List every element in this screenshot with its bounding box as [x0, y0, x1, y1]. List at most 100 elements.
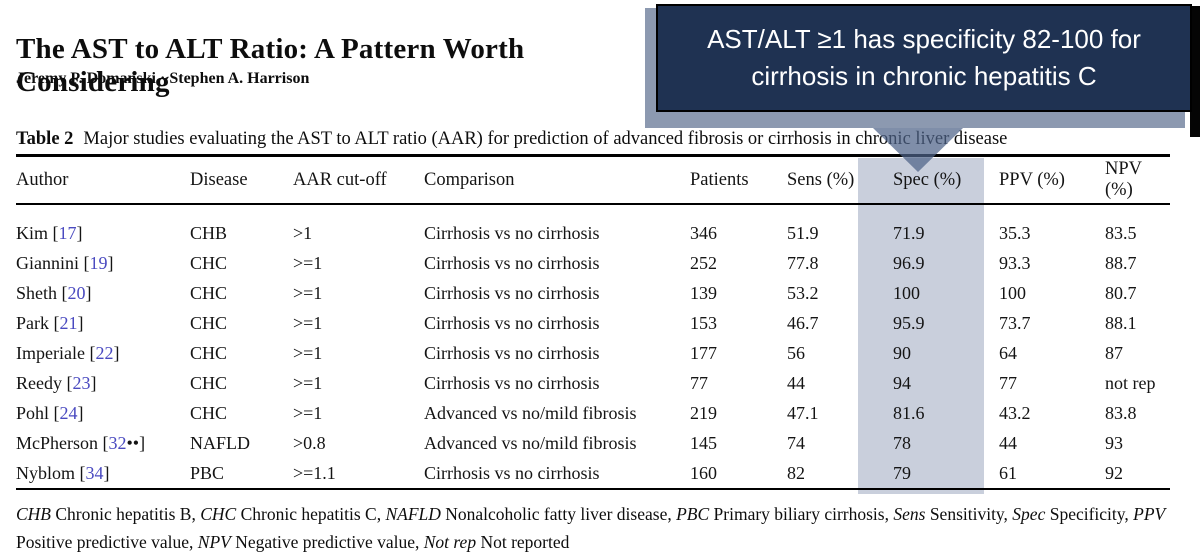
citation-link[interactable]: 34 [85, 462, 104, 483]
column-header-aar-cut-off: AAR cut-off [293, 155, 424, 205]
footnote-abbr-pbc: PBC [676, 504, 710, 524]
citation-link[interactable]: 19 [89, 252, 108, 273]
cell-patients: 153 [690, 312, 717, 333]
footnote-abbr-ppv: PPV [1133, 504, 1166, 524]
cell-aar-cutoff: >=1 [293, 312, 323, 333]
cell-patients: 77 [690, 372, 708, 393]
cell-patients: 139 [690, 282, 717, 303]
cell-disease: CHC [190, 252, 228, 273]
cell-disease: CHC [190, 372, 228, 393]
cell-author: Giannini [19] [16, 252, 114, 273]
cell-spec: 79 [893, 462, 911, 483]
spec-column-highlight [858, 158, 984, 494]
cell-patients: 252 [690, 252, 717, 273]
cell-spec: 90 [893, 342, 911, 363]
cell-npv: 93 [1105, 432, 1123, 453]
cell-disease: CHB [190, 222, 228, 243]
cell-author: Park [21] [16, 312, 84, 333]
cell-aar-cutoff: >=1 [293, 282, 323, 303]
cell-ppv: 64 [999, 342, 1017, 363]
table-caption-text: Major studies evaluating the AST to ALT … [83, 129, 1008, 149]
cell-spec: 78 [893, 432, 911, 453]
study-row-pohl: Pohl [24] CHC >=1 Advanced vs no/mild fibro… [16, 398, 1170, 428]
cell-author: Nyblom [34] [16, 462, 110, 483]
cell-patients: 177 [690, 342, 717, 363]
citation-link[interactable]: 21 [59, 312, 78, 333]
citation-link[interactable]: 32 [108, 432, 127, 453]
cell-author: Pohl [24] [16, 402, 84, 423]
callout-line-1: AST/ALT ≥1 has specificity 82-100 for [707, 24, 1141, 54]
cell-npv: 83.8 [1105, 402, 1137, 423]
cell-aar-cutoff: >=1 [293, 402, 323, 423]
cell-spec: 81.6 [893, 402, 925, 423]
column-header-author: Author [16, 155, 190, 205]
cell-npv: not rep [1105, 372, 1156, 393]
cell-comparison: Cirrhosis vs no cirrhosis [424, 282, 600, 303]
cell-disease: CHC [190, 312, 228, 333]
cell-comparison: Cirrhosis vs no cirrhosis [424, 462, 600, 483]
cell-patients: 346 [690, 222, 717, 243]
callout-shadow [1190, 6, 1200, 137]
cell-npv: 88.7 [1105, 252, 1137, 273]
footnote-abbr-nafld: NAFLD [385, 504, 441, 524]
cell-patients: 160 [690, 462, 717, 483]
paper-title: The AST to ALT Ratio: A Pattern Worth Co… [16, 33, 525, 99]
cell-aar-cutoff: >=1.1 [293, 462, 336, 483]
cell-ppv: 61 [999, 462, 1017, 483]
callout-line-2: cirrhosis in chronic hepatitis C [751, 61, 1097, 91]
cell-comparison: Cirrhosis vs no cirrhosis [424, 222, 600, 243]
cell-comparison: Advanced vs no/mild fibrosis [424, 432, 637, 453]
footnote-abbr-sens: Sens [893, 504, 926, 524]
cell-aar-cutoff: >=1 [293, 372, 323, 393]
cell-sens: 82 [787, 462, 805, 483]
citation-link[interactable]: 22 [95, 342, 114, 363]
callout-pointer-triangle [873, 128, 963, 172]
cell-author: Sheth [20] [16, 282, 92, 303]
studies-table: Author Disease AAR cut-off Comparison Patien… [16, 154, 1170, 490]
citation-link[interactable]: 17 [58, 222, 77, 243]
cell-npv: 88.1 [1105, 312, 1137, 333]
table-caption: Table 2 Major studies evaluating the AST … [16, 129, 1146, 150]
cell-spec: 100 [893, 282, 920, 303]
table-header-row: Author Disease AAR cut-off Comparison Patien… [16, 155, 1170, 205]
cell-spec: 95.9 [893, 312, 925, 333]
citation-link[interactable]: 24 [59, 402, 78, 423]
cell-author: Reedy [23] [16, 372, 97, 393]
cell-npv: 87 [1105, 342, 1123, 363]
table-footnote: CHB Chronic hepatitis B, CHC Chronic hep… [16, 504, 1166, 552]
cell-aar-cutoff: >=1 [293, 252, 323, 273]
column-header-npv: NPV (%) [1105, 155, 1170, 205]
cell-patients: 219 [690, 402, 717, 423]
cell-disease: NAFLD [190, 432, 251, 453]
cell-sens: 53.2 [787, 282, 819, 303]
study-row-mcpherson: McPherson [32••] NAFLD >0.8 Advanced vs no/… [16, 428, 1170, 458]
footnote-abbr-chc: CHC [200, 504, 237, 524]
cell-comparison: Advanced vs no/mild fibrosis [424, 402, 637, 423]
cell-sens: 77.8 [787, 252, 819, 273]
cell-npv: 92 [1105, 462, 1123, 483]
citation-link[interactable]: 20 [67, 282, 86, 303]
footnote-abbr-not-rep: Not rep [423, 532, 477, 552]
cell-npv: 80.7 [1105, 282, 1137, 303]
study-row-giannini: Giannini [19] CHC >=1 Cirrhosis vs no cirrh… [16, 248, 1170, 278]
cell-sens: 47.1 [787, 402, 819, 423]
cell-spec: 94 [893, 372, 911, 393]
cell-ppv: 35.3 [999, 222, 1031, 243]
cell-disease: CHC [190, 342, 228, 363]
citation-link[interactable]: 23 [72, 372, 91, 393]
cell-ppv: 73.7 [999, 312, 1031, 333]
cell-ppv: 43.2 [999, 402, 1031, 423]
cell-author: McPherson [32••] [16, 432, 146, 453]
table-caption-label: Table 2 [16, 129, 74, 149]
cell-aar-cutoff: >1 [293, 222, 313, 243]
column-header-patients: Patients [690, 155, 787, 205]
cell-author: Imperiale [22] [16, 342, 120, 363]
cell-aar-cutoff: >=1 [293, 342, 323, 363]
cell-disease: CHC [190, 282, 228, 303]
callout-annotation-box: AST/ALT ≥1 has specificity 82-100 for ci… [656, 4, 1192, 112]
cell-comparison: Cirrhosis vs no cirrhosis [424, 312, 600, 333]
cell-ppv: 100 [999, 282, 1026, 303]
study-row-reedy: Reedy [23] CHC >=1 Cirrhosis vs no cirrhosi… [16, 368, 1170, 398]
cell-disease: PBC [190, 462, 225, 483]
